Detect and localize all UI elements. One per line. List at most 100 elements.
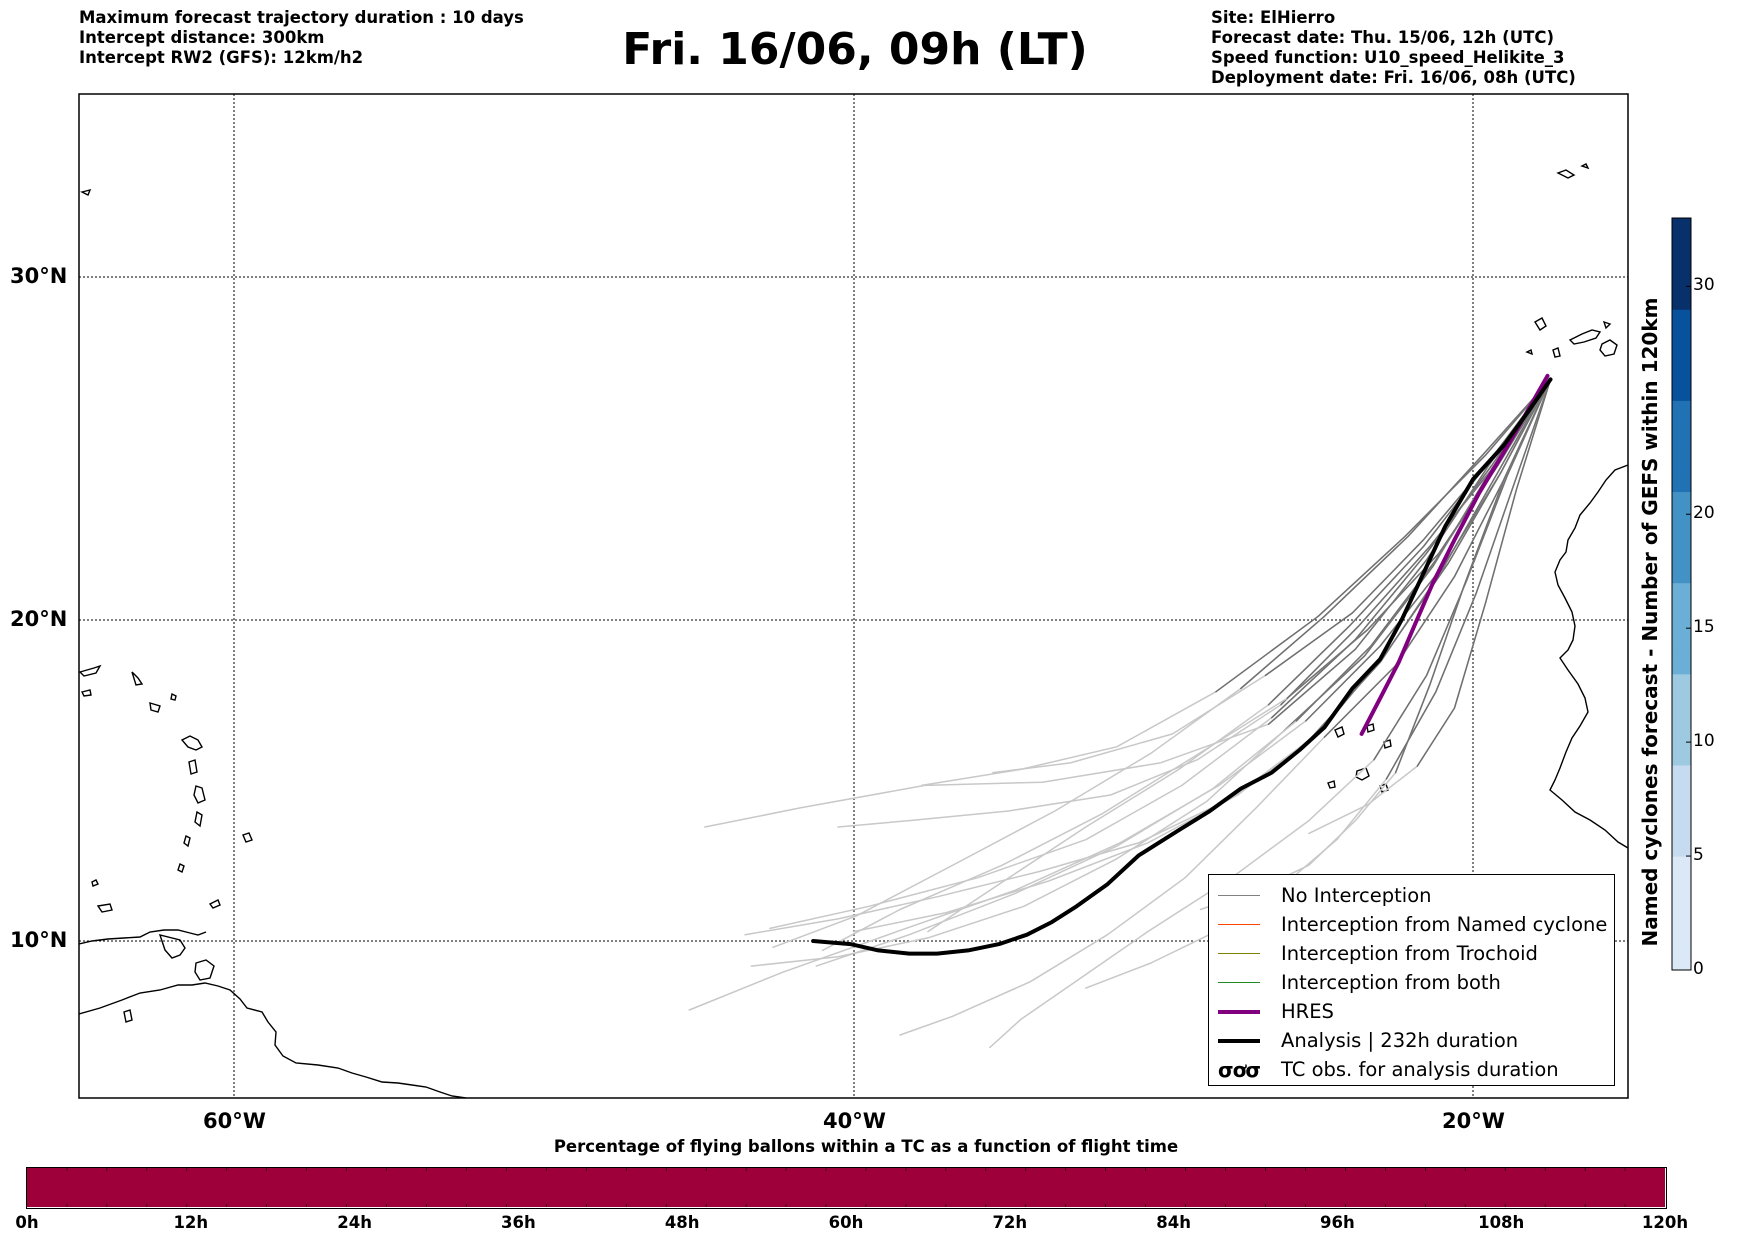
time-bar-cell (1465, 1168, 1506, 1207)
colorbar-segment (1672, 423, 1691, 447)
colorbar-segment (1672, 719, 1691, 743)
ensemble-track-early (1286, 378, 1552, 699)
legend-swatch (1218, 982, 1260, 983)
header-right-line: Forecast date: Thu. 15/06, 12h (UTC) (1211, 28, 1555, 47)
colorbar-segment (1672, 696, 1691, 720)
time-bar-cell (386, 1168, 428, 1207)
colorbar-segment (1672, 628, 1691, 652)
time-bar-cell (905, 1168, 947, 1207)
colorbar-segment (1672, 218, 1691, 242)
lat-label: 20°N (10, 607, 68, 631)
colorbar-segment (1672, 537, 1691, 561)
island-tenerife (1534, 317, 1547, 331)
legend-swatch (1218, 1038, 1260, 1043)
time-tick-label: 12h (173, 1213, 209, 1232)
colorbar-segment (1672, 240, 1691, 265)
colorbar-segment (1672, 377, 1691, 401)
time-bar-cell (746, 1168, 787, 1207)
legend-swatch (1218, 895, 1260, 896)
time-bar-cell (666, 1168, 707, 1207)
island-trinidad (194, 959, 215, 981)
time-bar-cell (1145, 1168, 1187, 1207)
time-bar-cell (66, 1168, 108, 1207)
coastline-africa (1549, 464, 1628, 849)
legend-swatch (1218, 953, 1260, 954)
colorbar-segment (1672, 445, 1691, 470)
colorbar-segment (1672, 878, 1691, 903)
colorbar-frame (1671, 217, 1692, 971)
ensemble-track (821, 378, 1552, 952)
colorbar-segment (1672, 286, 1691, 310)
lon-label: 60°W (203, 1109, 266, 1133)
header-left-line: Maximum forecast trajectory duration : 1… (79, 8, 524, 27)
time-bar-cell (1345, 1168, 1386, 1207)
colorbar-segment (1672, 559, 1691, 584)
lon-label: 20°W (1442, 1109, 1505, 1133)
legend-item: Interception from both (1209, 968, 1614, 997)
header-right-line: Speed function: U10_speed_Helikite_3 (1211, 48, 1565, 67)
ensemble-track-early (1280, 378, 1552, 706)
island-martinique (193, 785, 206, 804)
colorbar-segment (1672, 354, 1691, 379)
legend-label: Analysis | 232h duration (1281, 1029, 1519, 1052)
island-puerto-rico (79, 664, 102, 677)
time-tick-label: 96h (1320, 1213, 1355, 1232)
colorbar-segment (1672, 856, 1691, 880)
time-bar-cell (1585, 1168, 1626, 1207)
legend-item: σơσ TC obs. for analysis duration (1209, 1055, 1614, 1084)
island-small (149, 702, 161, 713)
time-bar-cell (945, 1168, 987, 1207)
colorbar-tick-label: 15 (1693, 617, 1715, 638)
colorbar-segment (1672, 263, 1691, 287)
time-tick-label: 72h (992, 1213, 1028, 1232)
colorbar-segment (1672, 764, 1691, 789)
ensemble-track (769, 378, 1552, 930)
legend-label: TC obs. for analysis duration (1281, 1058, 1559, 1081)
island-small (170, 692, 177, 701)
legend-swatch (1218, 924, 1260, 925)
ensemble-track (837, 378, 1552, 828)
colorbar-segment (1672, 491, 1691, 515)
time-bar-cell (1505, 1168, 1546, 1207)
ensemble-track (852, 378, 1552, 933)
ensemble-track (772, 378, 1552, 949)
time-bar-cell (106, 1168, 148, 1207)
island-guadeloupe (180, 735, 203, 751)
time-bar-cell (786, 1168, 827, 1207)
ensemble-track (920, 378, 1552, 787)
time-bar-cell (1625, 1168, 1666, 1207)
time-bar-cell (146, 1168, 188, 1207)
time-tick-label: 120h (1641, 1213, 1689, 1232)
colorbar-segment (1672, 787, 1691, 812)
time-bar-cell (1545, 1168, 1586, 1207)
time-tick-label: 48h (664, 1213, 700, 1232)
map-legend: No Interception Interception from Named … (1208, 874, 1615, 1086)
coastline-venezuela (79, 929, 207, 945)
ensemble-track-early (1267, 378, 1552, 725)
ensemble-track-early (1416, 378, 1552, 767)
ensemble-track-early (1394, 378, 1552, 774)
colorbar-tick-label: 0 (1693, 959, 1704, 979)
island-lanzarote (1602, 320, 1612, 330)
legend-item: HRES (1209, 997, 1614, 1026)
colorbar-segment (1672, 400, 1691, 424)
legend-label: No Interception (1281, 884, 1432, 907)
time-bar-title: Percentage of flying ballons within a TC… (553, 1137, 1179, 1156)
island-small (123, 1009, 133, 1023)
time-tick-label: 0h (15, 1213, 39, 1232)
time-bar-cell (546, 1168, 587, 1207)
island-st-vincent (183, 834, 191, 848)
island-tobago (208, 899, 221, 909)
legend-label: Interception from Trochoid (1281, 942, 1538, 965)
time-bar-cell (266, 1168, 308, 1207)
time-tick-label: 84h (1156, 1213, 1191, 1232)
time-bar-cell (306, 1168, 348, 1207)
colorbar-segment (1672, 331, 1691, 356)
time-bar-cell (1185, 1168, 1227, 1207)
coastline-south-america (79, 982, 467, 1098)
header-left-line: Intercept RW2 (GFS): 12km/h2 (79, 48, 364, 67)
time-bar-cell (1105, 1168, 1147, 1207)
island-porto-santo (1580, 163, 1590, 170)
colorbar-segment (1672, 673, 1691, 698)
